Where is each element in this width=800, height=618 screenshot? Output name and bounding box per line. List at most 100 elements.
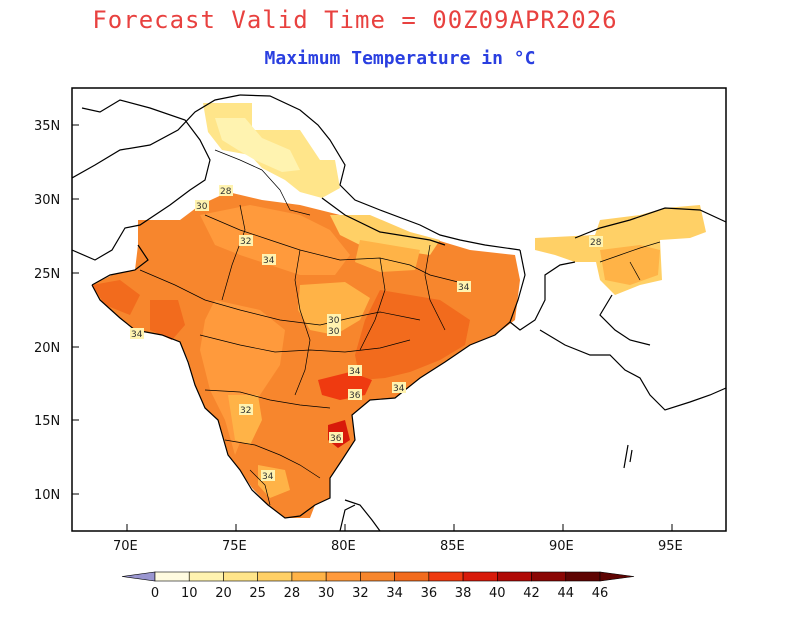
colorbar-label: 10 [181, 586, 198, 601]
boundary-pakistan [72, 99, 211, 261]
contour-label: 34 [349, 367, 361, 377]
field-main [92, 192, 520, 518]
field-northeast-warm [600, 245, 660, 285]
colorbar-swatch [257, 571, 293, 582]
chart-title: Forecast Valid Time = 00Z09APR2026 [92, 6, 618, 34]
lon-tick-label: 70E [113, 539, 138, 554]
contour-label: 36 [349, 391, 361, 401]
contour-label-group: 28 30 32 34 34 34 30 30 34 32 36 36 34 3… [130, 185, 603, 482]
state-line-4 [204, 389, 331, 409]
state-line-1 [204, 214, 471, 286]
colorbar-label: 0 [151, 586, 159, 601]
state-line-12 [214, 149, 263, 171]
boundary-china-north [239, 94, 521, 251]
boundary-nepal [321, 197, 446, 246]
lat-tick-label: 25N [34, 267, 60, 282]
colorbar-swatch [188, 571, 224, 582]
field-gujarat-warm [92, 280, 140, 315]
colorbar-swatch [291, 571, 327, 582]
colorbar-label: 34 [386, 586, 403, 601]
state-line-3 [199, 334, 411, 353]
colorbar-label: 28 [284, 586, 301, 601]
colorbar-swatch [531, 571, 567, 582]
field-interior-3 [200, 300, 285, 455]
boundary-ne-china [574, 207, 726, 239]
colorbar: 0 10 20 25 28 30 32 34 36 38 40 42 44 46 [121, 571, 635, 601]
state-line-9 [424, 244, 446, 331]
boundary-afghan [72, 94, 241, 179]
colorbar-label: 40 [489, 586, 506, 601]
contour-label: 28 [220, 187, 232, 197]
colorbar-swatch [325, 571, 361, 582]
state-line-2 [139, 269, 421, 326]
field-interior-2 [298, 282, 370, 335]
contour-label: 34 [393, 384, 405, 394]
field-interior-4 [228, 395, 262, 445]
boundary-myanmar [539, 329, 726, 411]
lat-tick-label: 20N [34, 341, 60, 356]
field-west-hot [150, 300, 185, 340]
coast-srilanka [344, 499, 381, 531]
colorbar-over-arrow [599, 571, 635, 582]
contour-label: 30 [328, 327, 340, 337]
colorbar-label: 30 [318, 586, 335, 601]
lat-tick-label: 35N [34, 119, 60, 134]
colorbar-swatch [394, 571, 430, 582]
state-line-6 [249, 469, 271, 506]
colorbar-label: 46 [592, 586, 609, 601]
boundary-myanmar-2 [599, 294, 651, 346]
lon-tick-label: 85E [440, 539, 465, 554]
contour-label: 34 [131, 330, 143, 340]
coast-srilanka-2 [339, 504, 356, 531]
contour-label: 34 [458, 283, 470, 293]
colorbar-swatch [565, 571, 601, 582]
colorbar-label: 44 [557, 586, 574, 601]
colorbar-swatch [462, 571, 498, 582]
lon-tick-marks [126, 524, 673, 531]
colorbar-label: 25 [249, 586, 266, 601]
state-line-11 [261, 169, 311, 216]
state-boundaries [139, 149, 661, 506]
colorbar-label: 32 [352, 586, 369, 601]
lon-tick-label: 80E [331, 539, 356, 554]
contour-label: 34 [263, 256, 275, 266]
colorbar-swatch [497, 571, 532, 582]
lat-tick-label: 10N [34, 488, 60, 503]
lat-tick-label: 15N [34, 414, 60, 429]
colorbar-swatch [154, 571, 190, 582]
colorbar-label: 38 [455, 586, 472, 601]
contour-label: 34 [262, 472, 274, 482]
lon-tick-label: 90E [549, 539, 574, 554]
boundary-kutch [91, 244, 149, 286]
lat-tick-label: 30N [34, 193, 60, 208]
contour-label: 32 [240, 237, 251, 247]
lon-tick-label: 95E [658, 539, 683, 554]
field-central-light [355, 240, 420, 272]
field-gangetic [330, 215, 440, 255]
contour-label: 36 [330, 434, 342, 444]
state-line-5 [224, 439, 321, 479]
state-line-7 [294, 249, 311, 396]
colorbar-swatch [428, 571, 464, 582]
contour-label: 30 [196, 202, 208, 212]
temperature-field [92, 103, 706, 518]
field-north-light [215, 118, 300, 172]
colorbar-label: 20 [215, 586, 232, 601]
colorbar-under-arrow [121, 571, 156, 582]
andaman-islands [623, 444, 633, 469]
state-line-ne [599, 241, 661, 281]
colorbar-label: 36 [421, 586, 438, 601]
contour-label: 32 [240, 406, 251, 416]
state-line-8 [359, 257, 386, 351]
colorbar-label: 42 [523, 586, 540, 601]
lon-tick-label: 75E [222, 539, 247, 554]
colorbar-swatch [360, 571, 395, 582]
contour-label: 30 [328, 316, 340, 326]
boundary-bangladesh [509, 249, 576, 331]
contour-label: 28 [590, 238, 602, 248]
chart-subtitle: Maximum Temperature in °C [264, 48, 536, 69]
lat-tick-marks [72, 124, 79, 495]
state-line-10 [221, 204, 246, 301]
colorbar-swatch [223, 571, 258, 582]
